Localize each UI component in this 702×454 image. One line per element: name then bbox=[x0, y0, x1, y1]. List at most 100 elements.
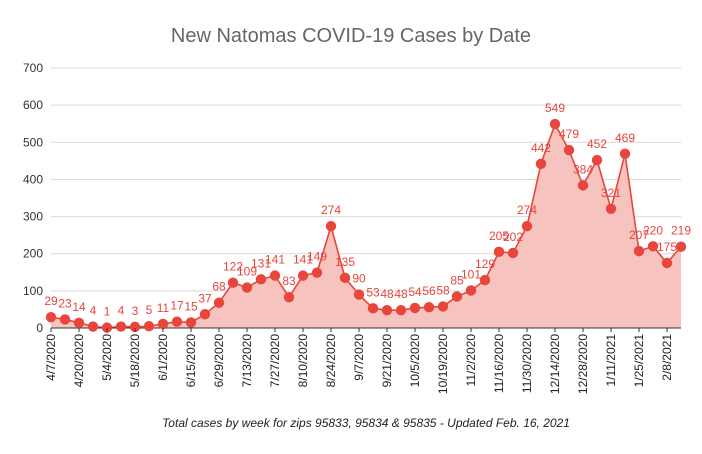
data-point bbox=[563, 144, 575, 156]
data-label: 17 bbox=[170, 299, 184, 313]
data-point bbox=[619, 148, 631, 159]
y-tick-label: 100 bbox=[23, 284, 43, 298]
x-tick-label: 7/13/2020 bbox=[240, 334, 254, 388]
data-point bbox=[45, 312, 57, 323]
data-label: 469 bbox=[615, 131, 635, 145]
x-tick-label: 6/15/2020 bbox=[184, 334, 198, 388]
data-point bbox=[185, 317, 197, 328]
data-label: 321 bbox=[601, 186, 621, 200]
data-label: 135 bbox=[335, 255, 355, 269]
data-point bbox=[297, 270, 309, 281]
data-label: 90 bbox=[352, 272, 366, 286]
y-tick-label: 500 bbox=[23, 135, 43, 149]
data-point bbox=[311, 267, 323, 278]
data-point bbox=[423, 302, 435, 313]
data-label: 220 bbox=[643, 223, 663, 237]
data-point bbox=[367, 303, 379, 314]
y-tick-label: 300 bbox=[23, 210, 43, 224]
data-label: 48 bbox=[380, 287, 394, 301]
data-point bbox=[227, 277, 239, 288]
y-tick-label: 700 bbox=[23, 61, 43, 75]
data-point bbox=[493, 246, 505, 258]
data-point bbox=[647, 241, 659, 252]
x-tick-label: 6/1/2020 bbox=[156, 334, 170, 381]
x-tick-label: 4/7/2020 bbox=[44, 334, 58, 381]
x-tick-label: 12/14/2020 bbox=[548, 334, 562, 394]
x-tick-label: 7/27/2020 bbox=[268, 334, 282, 388]
data-label: 37 bbox=[198, 291, 212, 305]
data-point bbox=[381, 304, 393, 316]
data-labels: 29 23 14 4 1 4 3 5 11 17 1537681221091311418314114… bbox=[44, 101, 691, 319]
data-point bbox=[339, 272, 351, 284]
x-tick-label: 8/24/2020 bbox=[324, 334, 338, 388]
data-label: 274 bbox=[321, 203, 341, 217]
data-point bbox=[143, 320, 155, 332]
y-tick-label: 200 bbox=[23, 247, 43, 261]
x-tick-label: 8/10/2020 bbox=[296, 334, 310, 388]
x-tick-label: 11/2/2020 bbox=[464, 334, 478, 387]
data-point bbox=[633, 245, 645, 257]
x-tick-label: 5/18/2020 bbox=[128, 334, 142, 388]
data-label: 56 bbox=[422, 284, 436, 298]
data-point bbox=[437, 301, 449, 312]
data-points bbox=[45, 118, 687, 333]
x-tick-label: 10/19/2020 bbox=[436, 334, 450, 394]
x-tick-label: 11/30/2020 bbox=[520, 334, 534, 393]
data-point bbox=[591, 154, 603, 166]
data-point bbox=[199, 309, 211, 320]
data-point bbox=[661, 257, 673, 269]
gridlines bbox=[51, 67, 681, 292]
data-label: 452 bbox=[587, 137, 607, 151]
data-label: 83 bbox=[282, 274, 296, 288]
data-label: 4 bbox=[90, 304, 97, 318]
data-point bbox=[409, 302, 421, 314]
data-label: 48 bbox=[394, 287, 408, 301]
x-tick-label: 11/16/2020 bbox=[492, 334, 506, 393]
data-label: 101 bbox=[461, 267, 481, 281]
data-label: 1 bbox=[104, 305, 111, 319]
cases-area bbox=[51, 124, 681, 328]
data-label: 384 bbox=[573, 162, 593, 176]
data-label: 68 bbox=[212, 280, 226, 294]
data-label: 4 bbox=[118, 304, 125, 318]
data-label: 15 bbox=[184, 299, 198, 313]
data-label: 54 bbox=[408, 285, 422, 299]
data-label: 549 bbox=[545, 101, 565, 115]
data-point bbox=[101, 322, 113, 333]
data-point bbox=[451, 291, 463, 302]
x-tick-label: 4/20/2020 bbox=[72, 334, 86, 388]
data-label: 205 bbox=[489, 229, 509, 243]
data-label: 442 bbox=[531, 141, 551, 155]
data-label: 11 bbox=[157, 301, 170, 315]
data-point bbox=[59, 314, 71, 325]
data-label: 175 bbox=[657, 240, 677, 254]
data-point bbox=[213, 297, 225, 308]
data-point bbox=[171, 316, 183, 327]
x-tick-label: 10/5/2020 bbox=[408, 334, 422, 388]
data-label: 129 bbox=[475, 257, 495, 271]
data-point bbox=[325, 221, 337, 232]
y-tick-label: 0 bbox=[36, 321, 43, 335]
data-point bbox=[549, 118, 561, 130]
data-point bbox=[115, 321, 127, 332]
data-point bbox=[395, 304, 407, 316]
data-label: 85 bbox=[450, 273, 464, 287]
data-label: 109 bbox=[237, 265, 257, 279]
data-point bbox=[675, 241, 687, 252]
data-label: 141 bbox=[265, 253, 285, 267]
data-label: 202 bbox=[503, 230, 523, 244]
x-tick-label: 12/28/2020 bbox=[576, 334, 590, 394]
data-point bbox=[605, 203, 617, 214]
data-point bbox=[157, 318, 169, 330]
data-point bbox=[269, 270, 281, 281]
y-tick-label: 600 bbox=[23, 98, 43, 112]
data-point bbox=[255, 274, 267, 285]
data-label: 122 bbox=[223, 260, 243, 274]
x-tick-label: 9/21/2020 bbox=[380, 334, 394, 388]
data-label: 14 bbox=[72, 300, 86, 314]
data-point bbox=[479, 274, 491, 286]
data-label: 141 bbox=[293, 253, 313, 267]
data-point bbox=[87, 321, 99, 332]
x-tick-label: 2/8/2021 bbox=[660, 334, 674, 381]
data-label: 53 bbox=[366, 285, 380, 299]
